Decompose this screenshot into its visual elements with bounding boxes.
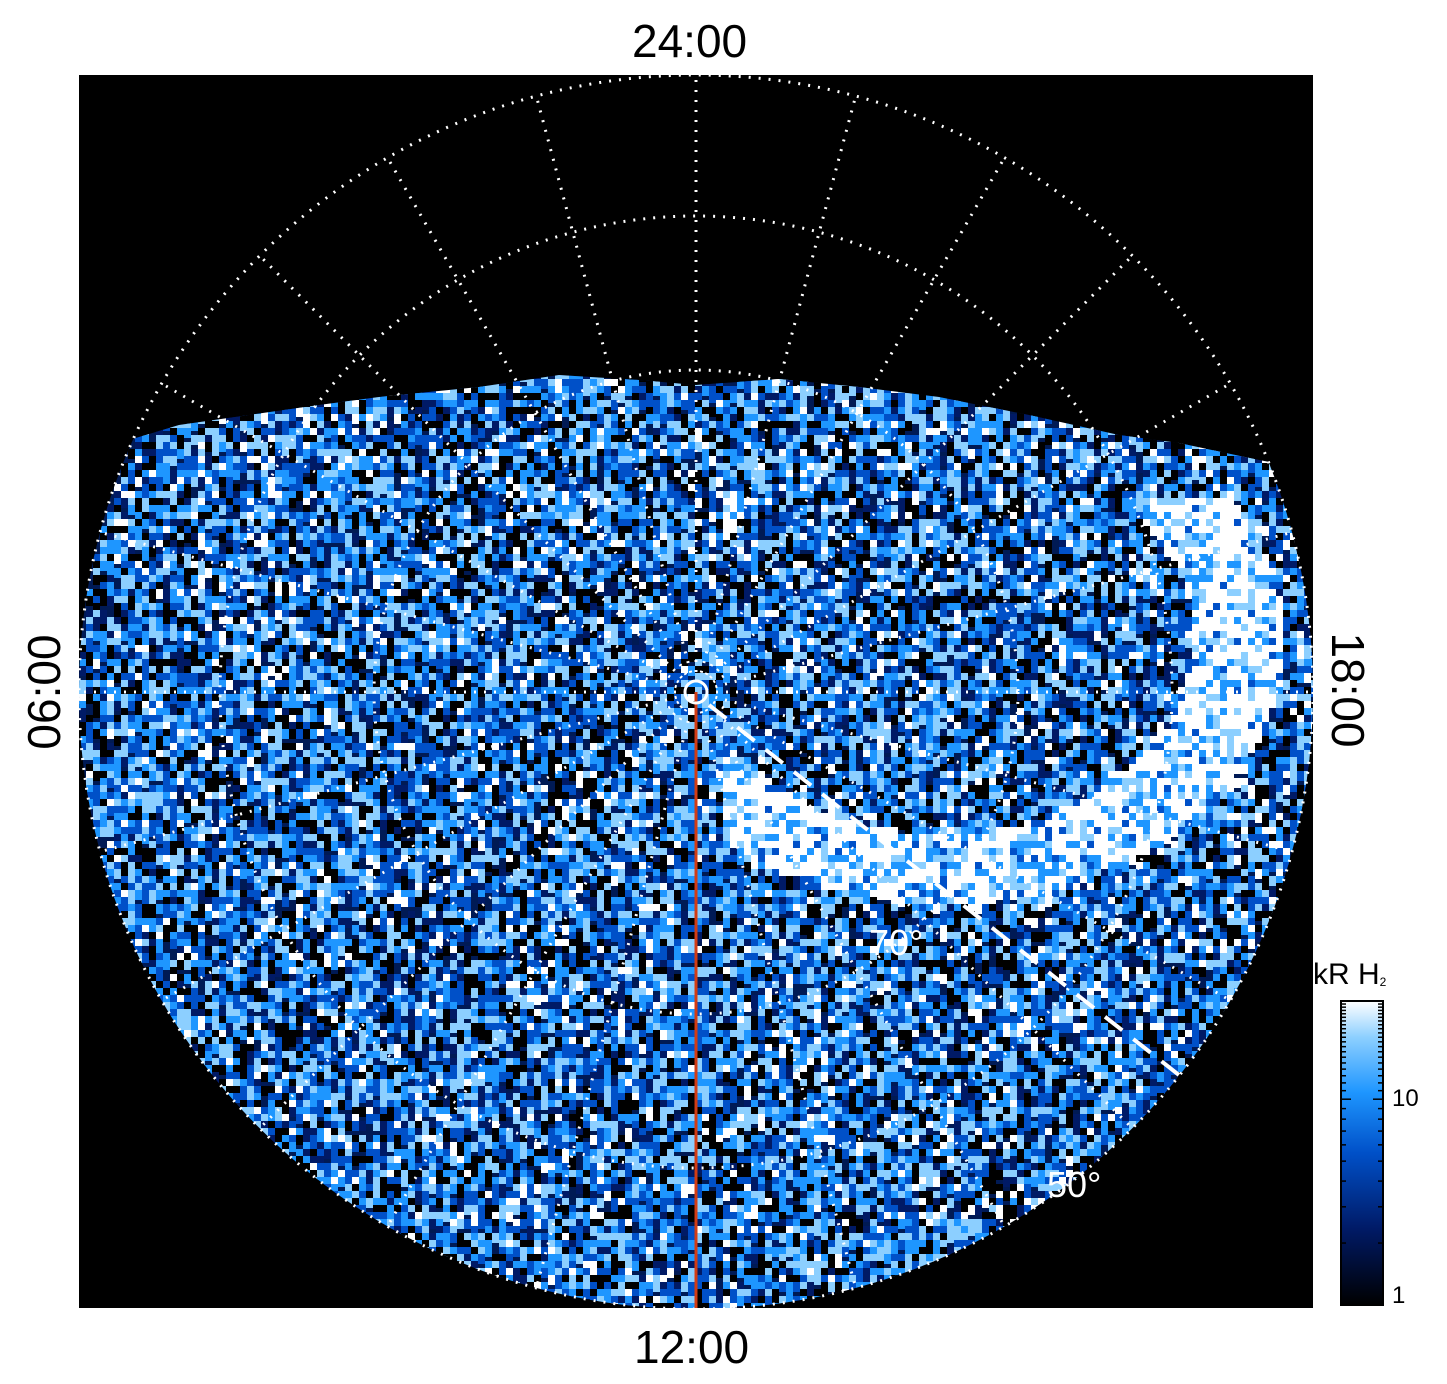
colorbar-title: kR H2 [1313, 958, 1387, 991]
latitude-label-50: 50° [1047, 1164, 1101, 1205]
latitude-label-70: 70° [869, 922, 923, 963]
colorbar [1340, 1000, 1384, 1306]
local-time-label-06: 06:00 [18, 634, 70, 750]
dashed-sector-line [707, 703, 1181, 1077]
polar-projection-svg: 70° 50° [79, 75, 1313, 1308]
colorbar-tick-1: 1 [1392, 1282, 1406, 1309]
latitude-longitude-grid [79, 75, 1313, 1308]
pole-marker [683, 679, 709, 705]
polar-projection-plot: 70° 50° [79, 75, 1313, 1308]
local-time-label-24: 24:00 [632, 15, 748, 67]
local-time-label-12: 12:00 [634, 1321, 750, 1373]
colorbar-tick-10: 10 [1392, 1085, 1419, 1112]
local-time-label-18: 18:00 [1322, 632, 1374, 748]
